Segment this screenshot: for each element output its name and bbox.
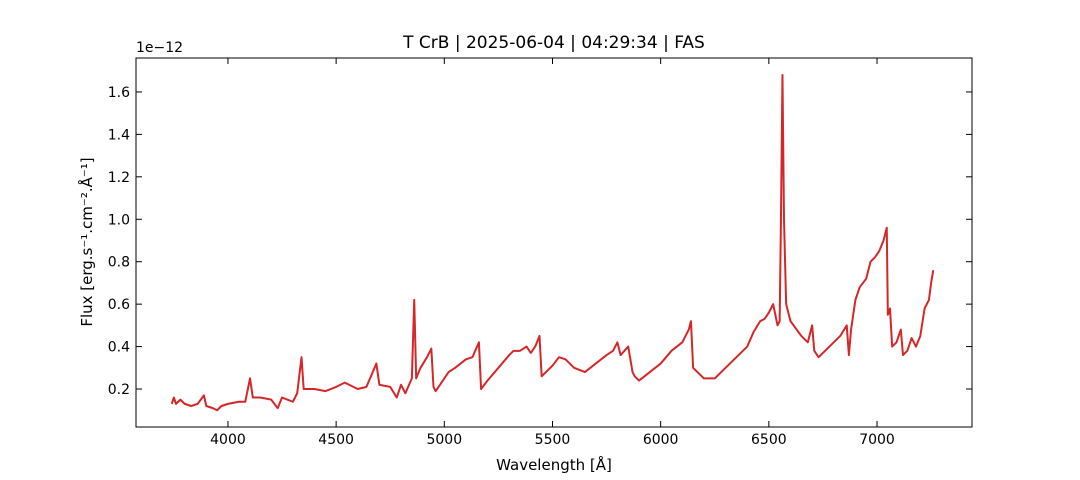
y-tick-label: 1.2 (108, 170, 130, 186)
x-tick-label: 5500 (535, 432, 571, 448)
x-tick-label: 6500 (751, 432, 787, 448)
x-tick-label: 6000 (643, 432, 679, 448)
x-tick-label: 4000 (210, 432, 246, 448)
y-axis-label: Flux [erg.s⁻¹.cm⁻².Å⁻¹] (77, 157, 96, 326)
y-tick-label: 0.2 (108, 382, 130, 398)
y-tick-label: 0.4 (108, 340, 130, 356)
y-tick-label: 1.6 (108, 85, 130, 101)
y-tick-label: 0.6 (108, 297, 130, 313)
x-tick-label: 4500 (318, 432, 354, 448)
plot-frame (135, 57, 973, 428)
y-tick-label: 1.0 (108, 212, 130, 228)
x-axis-label: Wavelength [Å] (496, 455, 612, 474)
x-tick-label: 5000 (426, 432, 462, 448)
x-tick-label: 7000 (859, 432, 895, 448)
spectrum-line (170, 73, 935, 412)
chart-title: T CrB | 2025-06-04 | 04:29:34 | FAS (402, 33, 705, 53)
y-tick-label: 0.8 (108, 255, 130, 271)
y-offset-label: 1e−12 (136, 40, 183, 56)
y-tick-label: 1.4 (108, 127, 130, 143)
